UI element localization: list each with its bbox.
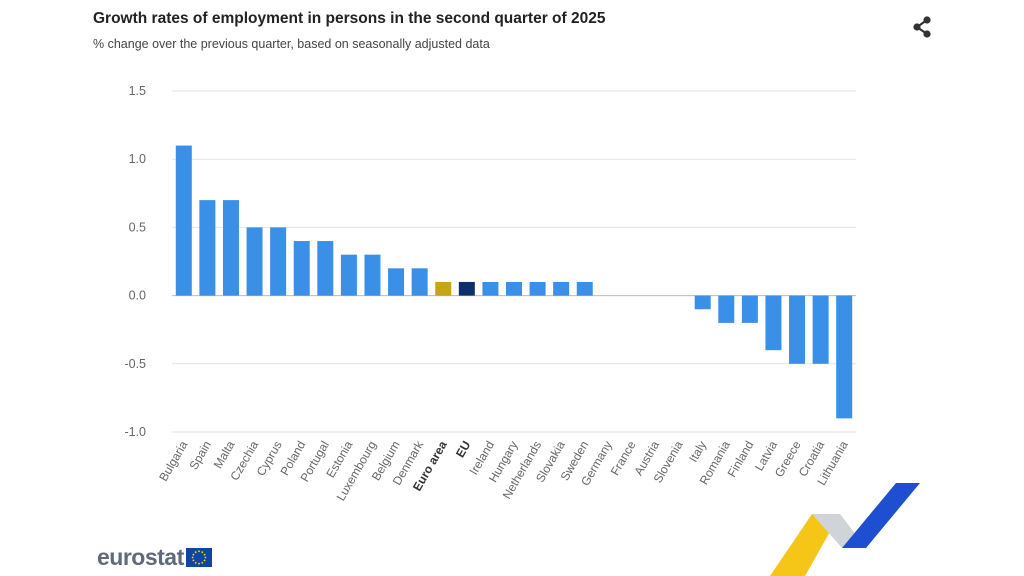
bar-chart: 1.51.00.50.0-0.5-1.0BulgariaSpainMaltaCz… (124, 84, 856, 503)
eurostat-logo: eurostat (97, 544, 212, 571)
x-tick-label-italy: Italy (686, 439, 709, 465)
bar-netherlands (529, 281, 546, 296)
bar-greece (789, 295, 806, 364)
share-icon[interactable] (908, 13, 936, 41)
bar-euro-area (435, 281, 452, 296)
eu-flag-icon (185, 548, 212, 567)
y-tick-label: -1.0 (124, 425, 146, 439)
bar-luxembourg (364, 254, 381, 296)
bar-finland (741, 295, 758, 323)
bar-spain (199, 200, 216, 296)
bar-portugal (317, 241, 334, 296)
y-tick-label: -0.5 (124, 357, 146, 371)
bar-poland (293, 241, 310, 296)
x-tick-label-bulgaria: Bulgaria (156, 438, 190, 483)
y-tick-label: 1.5 (129, 84, 146, 98)
bar-eu (458, 281, 475, 296)
bar-italy (694, 295, 711, 310)
y-tick-label: 0.5 (129, 220, 146, 234)
bar-croatia (812, 295, 829, 364)
bar-hungary (506, 281, 522, 296)
bar-denmark (411, 268, 428, 296)
bar-romania (718, 295, 735, 323)
y-tick-label: 0.0 (129, 289, 146, 303)
bar-czechia (246, 227, 263, 296)
bar-ireland (482, 281, 499, 296)
bar-latvia (765, 295, 782, 351)
x-tick-label-spain: Spain (187, 439, 214, 473)
x-tick-label-eu: EU (453, 439, 473, 460)
chart-subtitle: % change over the previous quarter, base… (93, 37, 490, 51)
bar-slovakia (553, 281, 570, 296)
chart-title: Growth rates of employment in persons in… (93, 10, 606, 27)
bar-malta (222, 200, 239, 296)
bar-belgium (388, 268, 405, 296)
y-tick-label: 1.0 (129, 152, 146, 166)
brand-text: eurostat (97, 544, 184, 570)
bar-estonia (340, 254, 357, 296)
bar-lithuania (836, 295, 853, 419)
bar-sweden (576, 281, 593, 296)
bar-bulgaria (175, 145, 192, 296)
bar-cyprus (270, 227, 287, 296)
